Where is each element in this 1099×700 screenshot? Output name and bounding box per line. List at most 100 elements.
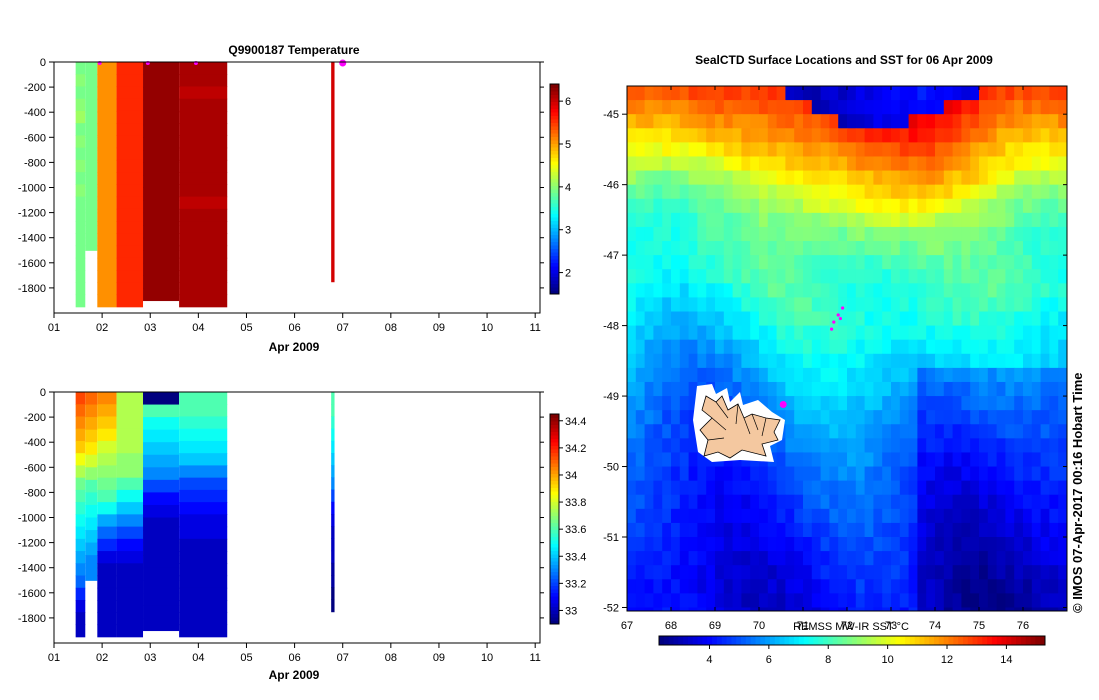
colorbar-segment [550,108,559,113]
sst-cell [899,579,910,594]
sst-cell [1058,593,1067,608]
sst-cell [873,452,883,468]
sst-cell [987,297,998,313]
sst-cell [811,353,822,369]
profile-cell [179,282,228,296]
sst-cell [627,170,637,186]
sst-cell [926,438,936,453]
sst-cell [723,522,734,538]
sst-cell [635,156,646,172]
sst-cell [653,339,663,355]
sst-cell [1049,410,1059,425]
profile-cell [143,149,180,163]
sst-cell [750,255,760,270]
sst-cell [1040,508,1050,524]
colorbar-segment [550,231,559,235]
colorbar-segment [550,220,559,225]
sst-cell [1031,100,1042,115]
sst-cell [1023,184,1033,200]
sst-cell [776,438,786,453]
sst-cell [1058,339,1067,355]
sst-cell [864,114,874,129]
sst-cell [979,100,989,115]
sst-cell [785,283,795,298]
sst-cell [741,226,751,242]
sst-cell [794,607,804,611]
y-tick-label: -800 [24,157,46,169]
sst-cell [829,297,839,313]
profile-cell [179,233,228,247]
sst-cell [996,494,1006,510]
profile-cell [179,208,228,222]
profile-cell [85,225,98,239]
sst-cell [987,565,998,580]
sst-cell [996,283,1006,298]
profile-cell [85,112,98,126]
sst-cell [750,522,760,538]
sst-cell [741,297,751,313]
sst-cell [1023,593,1033,608]
y-tick-label: -1200 [18,538,46,550]
sst-cell [1031,565,1042,580]
profile-cell [75,184,86,198]
sst-cell [750,156,760,172]
sst-cell [908,86,918,101]
sst-cell [891,142,901,157]
profile-cell [75,257,86,271]
sst-cell [1040,410,1050,425]
sst-cell [750,269,760,284]
sst-cell [679,480,690,496]
sst-cell [1058,353,1067,369]
sst-cell [1005,142,1015,157]
sst-cell [952,480,962,496]
profile-cell [179,172,228,185]
sst-cell [1005,311,1015,327]
profile-cell [179,465,228,479]
sst-cell [767,607,778,611]
profile-cell [97,123,117,137]
profile-cell [75,563,86,577]
sst-cell [1049,424,1059,439]
sst-cell [715,128,725,143]
profile-cell [85,87,98,101]
colorbar-segment [550,245,559,249]
profile-cell [331,465,335,479]
sst-cell [635,607,646,611]
lon-tick-label: 72 [841,620,853,632]
sst-cell [987,156,998,172]
sst-cell [679,339,690,355]
profile-cell [116,110,144,124]
sst-cell [635,226,646,242]
sst-cell [679,452,690,468]
sst-cell [715,86,725,101]
colorbar-segment [550,143,559,148]
sst-cell [873,142,883,157]
sst-cell [767,297,778,313]
sst-cell [732,297,742,313]
sst-cell [838,522,848,538]
sst-cell [811,452,822,468]
sst-cell [996,607,1006,611]
profile-cell [179,575,228,589]
sst-cell [908,424,918,439]
sst-cell [785,297,795,313]
map-colorbar-segment [967,636,974,645]
sst-cell [627,537,637,552]
sst-cell [882,579,892,594]
colorbar-segment [550,283,559,288]
sst-cell [635,353,646,369]
sst-cell [935,170,945,186]
sst-cell [855,156,866,172]
sst-cell [1040,100,1050,115]
sst-cell [987,438,998,453]
sst-cell [987,396,998,411]
profile-cell [143,442,180,456]
x-tick-label: 04 [192,652,204,664]
sst-cell [829,212,839,228]
sst-cell [899,381,910,397]
sst-cell [899,297,910,313]
sst-cell [653,353,663,369]
sst-cell [899,325,910,341]
profile-cell [97,514,117,528]
colorbar-segment [550,431,559,436]
